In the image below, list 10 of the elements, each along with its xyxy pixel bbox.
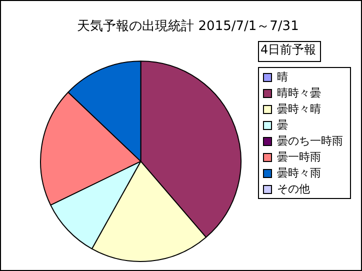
legend-label: 曇のち一時雨: [277, 134, 343, 148]
legend-label: その他: [277, 182, 310, 196]
text: 4日前予報: [260, 42, 316, 57]
legend-label: 曇時々晴: [277, 102, 321, 116]
legend-label: 晴: [277, 70, 288, 84]
legend-label: 曇時々雨: [277, 166, 321, 180]
chart-title: 天気予報の出現統計 2015/7/1～7/31: [77, 19, 299, 34]
legend-label: 晴時々曇: [277, 86, 321, 100]
legend-label: 曇: [277, 118, 288, 132]
legend-label: 曇一時雨: [277, 150, 321, 164]
